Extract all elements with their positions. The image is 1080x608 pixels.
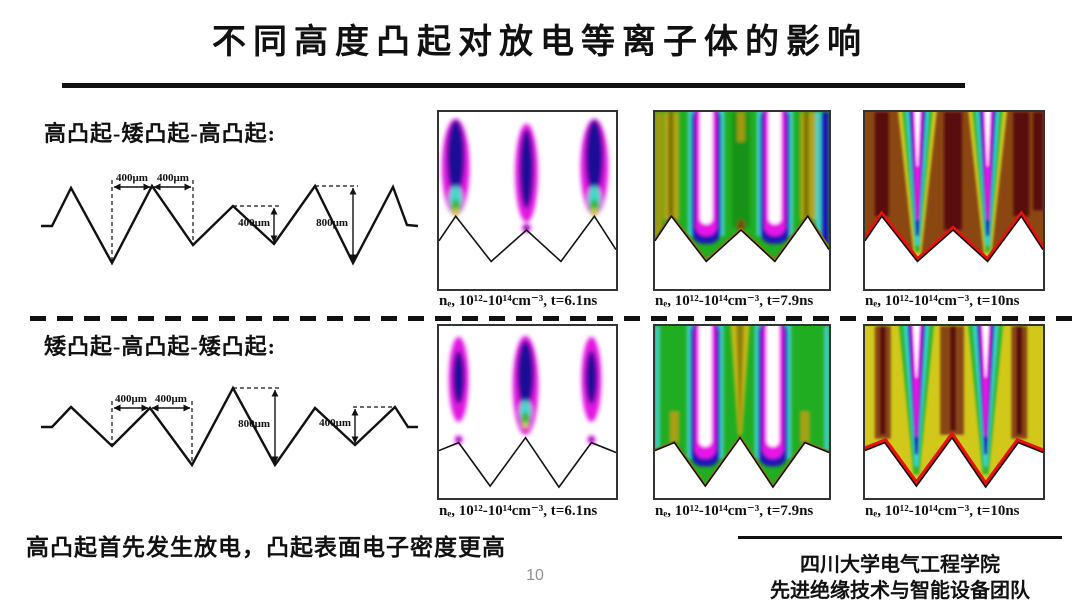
row1-zigzag-profile [41,183,419,266]
row1-sim-image-t10ns [863,110,1045,291]
row2-sim-image-t6ns [437,324,618,500]
row2-span2-label: 400μm [155,393,187,405]
page-number: 10 [526,567,544,584]
electrode-profile [439,214,616,263]
affiliation-divider-line [738,536,1062,539]
row1-surface-profile-diagram: 400μm 400μm 400μm 800μm [41,172,419,266]
row1-caption-2: nₑ, 10¹²-10¹⁴cm⁻³, t=7.9ns [655,293,814,309]
plasma-plume-right [581,336,602,444]
plasma-plume-left [448,336,469,444]
electrode-profile [865,214,1043,263]
row2-sim-image-t10ns [863,324,1045,500]
row2-small-height-label: 400μm [319,417,351,429]
row1-span2-label: 400μm [157,172,189,184]
plasma-plume-middle [515,123,538,233]
row2-zigzag-profile [41,385,418,468]
row2-span1-label: 400μm [115,393,147,405]
affiliation-line-1: 四川大学电气工程学院 [800,554,1000,576]
row2-caption-2: nₑ, 10¹²-10¹⁴cm⁻³, t=7.9ns [655,503,814,519]
electrode-profile [865,436,1043,489]
row1-tall-height-label: 800μm [316,217,348,229]
title-underline [62,83,965,88]
page-title: 不同高度凸起对放电等离子体的影响 [212,24,868,61]
row1-caption-3: nₑ, 10¹²-10¹⁴cm⁻³, t=10ns [865,293,1020,309]
row2-caption-1: nₑ, 10¹²-10¹⁴cm⁻³, t=6.1ns [439,503,598,519]
affiliation-line-2: 先进绝缘技术与智能设备团队 [770,580,1030,602]
plasma-plume-left [441,118,470,217]
row1-mid-height-label: 400μm [238,217,270,229]
row1-sim-image-t79ns [653,110,831,291]
electrode-profile [439,436,616,489]
row2-surface-profile-diagram: 400μm 400μm 800μm 400μm [41,385,418,468]
row1-label: 高凸起-矮凸起-高凸起: [44,121,276,146]
conclusion-text: 高凸起首先发生放电，凸起表面电子密度更高 [26,535,506,560]
plasma-plume-right [580,118,609,217]
row2-label: 矮凸起-高凸起-矮凸起: [44,334,276,359]
electrode-profile [655,436,829,489]
row1-caption-1: nₑ, 10¹²-10¹⁴cm⁻³, t=6.1ns [439,293,598,309]
row2-sim-image-t79ns [653,324,831,500]
row2-caption-3: nₑ, 10¹²-10¹⁴cm⁻³, t=10ns [865,503,1020,519]
row1-sim-image-t6ns [437,110,618,291]
row-divider-dashed-line [30,316,1076,321]
plasma-plume-middle [512,335,539,435]
row2-tall-height-label: 800μm [238,418,270,430]
electrode-profile [655,214,829,263]
row1-span1-label: 400μm [116,172,148,184]
